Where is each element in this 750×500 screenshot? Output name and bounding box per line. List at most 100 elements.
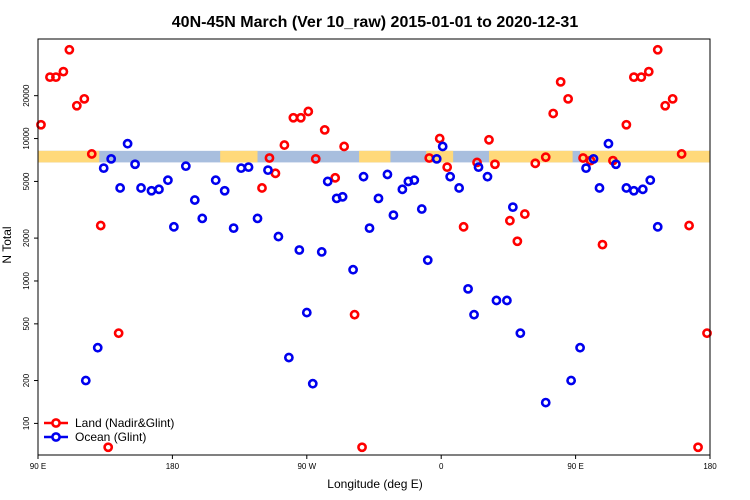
data-point xyxy=(458,221,469,232)
data-point xyxy=(92,342,103,353)
data-point xyxy=(136,183,146,193)
data-point xyxy=(667,93,678,104)
legend-marker xyxy=(51,418,61,428)
y-tick-label: 100 xyxy=(22,416,31,430)
data-point xyxy=(628,72,639,83)
x-tick-label: 180 xyxy=(166,462,180,471)
data-point xyxy=(409,175,420,186)
data-point xyxy=(288,112,299,123)
data-point xyxy=(197,213,208,224)
data-point xyxy=(113,328,124,339)
data-point xyxy=(621,183,632,193)
land-band-segment xyxy=(488,150,573,163)
data-point xyxy=(575,342,585,353)
land-band-segment xyxy=(38,150,100,163)
data-point xyxy=(490,159,500,170)
data-point xyxy=(563,93,574,104)
data-point xyxy=(301,307,312,318)
data-point xyxy=(416,204,427,214)
legend: Land (Nadir&Glint)Ocean (Glint) xyxy=(44,416,174,444)
plot-frame xyxy=(37,38,711,456)
data-markers xyxy=(36,44,712,453)
x-axis-label: Longitude (deg E) xyxy=(327,477,422,491)
data-point xyxy=(210,175,221,186)
data-point xyxy=(442,162,453,173)
data-point xyxy=(473,162,484,173)
data-point xyxy=(236,163,246,174)
data-point xyxy=(504,215,515,226)
data-point xyxy=(303,106,314,117)
data-point xyxy=(454,183,465,193)
data-point xyxy=(422,255,433,266)
y-tick-label: 2000 xyxy=(22,229,31,247)
data-point xyxy=(597,239,608,250)
data-point xyxy=(548,108,559,119)
series-1 xyxy=(80,138,663,408)
data-point xyxy=(540,152,551,163)
data-point xyxy=(364,223,375,234)
data-point xyxy=(316,247,327,257)
data-point xyxy=(279,140,290,150)
data-point xyxy=(106,153,117,164)
data-point xyxy=(295,112,306,123)
data-point xyxy=(95,220,106,231)
data-point xyxy=(676,149,687,159)
data-point xyxy=(382,169,393,180)
data-point xyxy=(154,184,164,195)
data-point xyxy=(319,125,330,135)
data-point xyxy=(388,210,399,221)
data-point xyxy=(122,138,133,149)
data-point xyxy=(252,213,263,224)
data-point xyxy=(431,153,442,164)
y-tick-label: 20000 xyxy=(22,84,31,107)
data-point xyxy=(482,171,493,182)
data-point xyxy=(115,183,126,193)
data-point xyxy=(540,397,551,408)
data-point xyxy=(86,149,97,159)
y-axis: 100 200 500 1000 2000 5000 10000 20000 xyxy=(22,84,38,430)
y-tick-label: 200 xyxy=(22,373,31,387)
data-point xyxy=(79,93,90,104)
data-point xyxy=(337,191,348,202)
data-point xyxy=(180,161,191,172)
y-axis-label: N Total xyxy=(0,226,14,263)
data-point xyxy=(437,141,448,152)
data-point xyxy=(189,195,200,205)
data-point xyxy=(219,185,230,196)
data-point xyxy=(322,176,333,187)
data-point xyxy=(566,375,577,386)
data-point xyxy=(397,184,408,195)
data-point xyxy=(357,442,367,453)
data-point xyxy=(637,184,648,195)
data-point xyxy=(530,158,541,169)
y-tick-label: 500 xyxy=(22,317,31,331)
chart-title: 40N-45N March (Ver 10_raw) 2015-01-01 to… xyxy=(172,14,579,31)
data-point xyxy=(555,76,566,87)
data-point xyxy=(130,159,140,170)
data-point xyxy=(270,168,281,179)
data-point xyxy=(588,153,599,164)
data-point xyxy=(294,245,305,255)
x-tick-label: 0 xyxy=(439,462,444,471)
legend-label: Land (Nadir&Glint) xyxy=(75,416,174,430)
data-point xyxy=(283,352,294,363)
data-point xyxy=(339,141,350,152)
data-point xyxy=(163,175,173,186)
legend-marker xyxy=(51,432,61,442)
data-point xyxy=(645,175,656,186)
data-point xyxy=(512,236,523,247)
data-point xyxy=(463,283,473,294)
data-point xyxy=(472,157,482,168)
data-point xyxy=(502,295,512,306)
data-point xyxy=(603,138,614,149)
data-point xyxy=(652,44,663,55)
y-tick-label: 5000 xyxy=(22,172,31,190)
data-point xyxy=(434,133,445,144)
land-band-segment xyxy=(580,150,710,163)
legend-label: Ocean (Glint) xyxy=(75,430,146,444)
data-point xyxy=(243,162,254,173)
data-point xyxy=(621,119,632,130)
x-tick-label: 90 E xyxy=(567,462,583,471)
data-point xyxy=(264,153,275,163)
data-point xyxy=(330,172,341,183)
